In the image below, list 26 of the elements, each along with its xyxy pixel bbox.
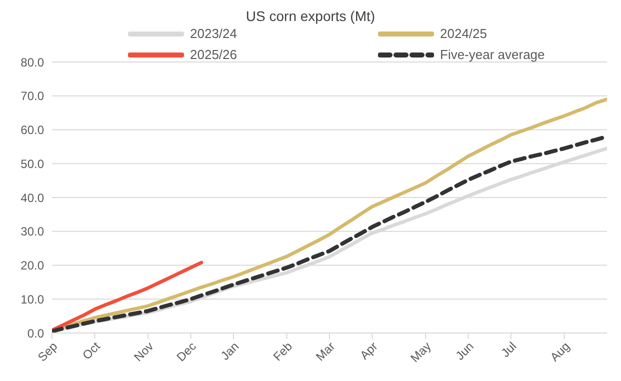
y-tick-label: 70.0 <box>20 89 44 104</box>
y-tick-label: 30.0 <box>20 224 44 239</box>
x-tick-label: Sep <box>35 339 60 364</box>
y-tick-label: 0.0 <box>27 326 44 340</box>
x-tick-label: Jan <box>218 339 242 363</box>
x-tick-label: Mar <box>313 339 338 364</box>
legend-label: 2023/24 <box>190 26 237 41</box>
y-tick-label: 50.0 <box>20 156 44 171</box>
x-tick-label: May <box>408 339 434 366</box>
x-tick-label: Jun <box>452 339 476 363</box>
chart-title: US corn exports (Mt) <box>244 8 376 26</box>
y-tick-label: 60.0 <box>20 123 44 138</box>
x-tick-label: Dec <box>174 339 199 364</box>
y-tick-label: 40.0 <box>20 190 44 205</box>
legend-label: 2025/26 <box>190 47 237 62</box>
legend-label: Five-year average <box>440 47 545 62</box>
x-tick-label: Jul <box>498 339 520 360</box>
x-tick-label: Apr <box>357 339 380 362</box>
x-tick-label: Aug <box>547 339 572 364</box>
y-tick-label: 80.0 <box>20 55 44 70</box>
x-tick-label: Nov <box>131 339 156 364</box>
legend-label: 2024/25 <box>440 26 487 41</box>
y-tick-label: 20.0 <box>20 258 44 273</box>
x-tick-label: Oct <box>80 338 104 362</box>
y-tick-label: 10.0 <box>20 292 44 306</box>
x-tick-label: Feb <box>270 339 296 364</box>
